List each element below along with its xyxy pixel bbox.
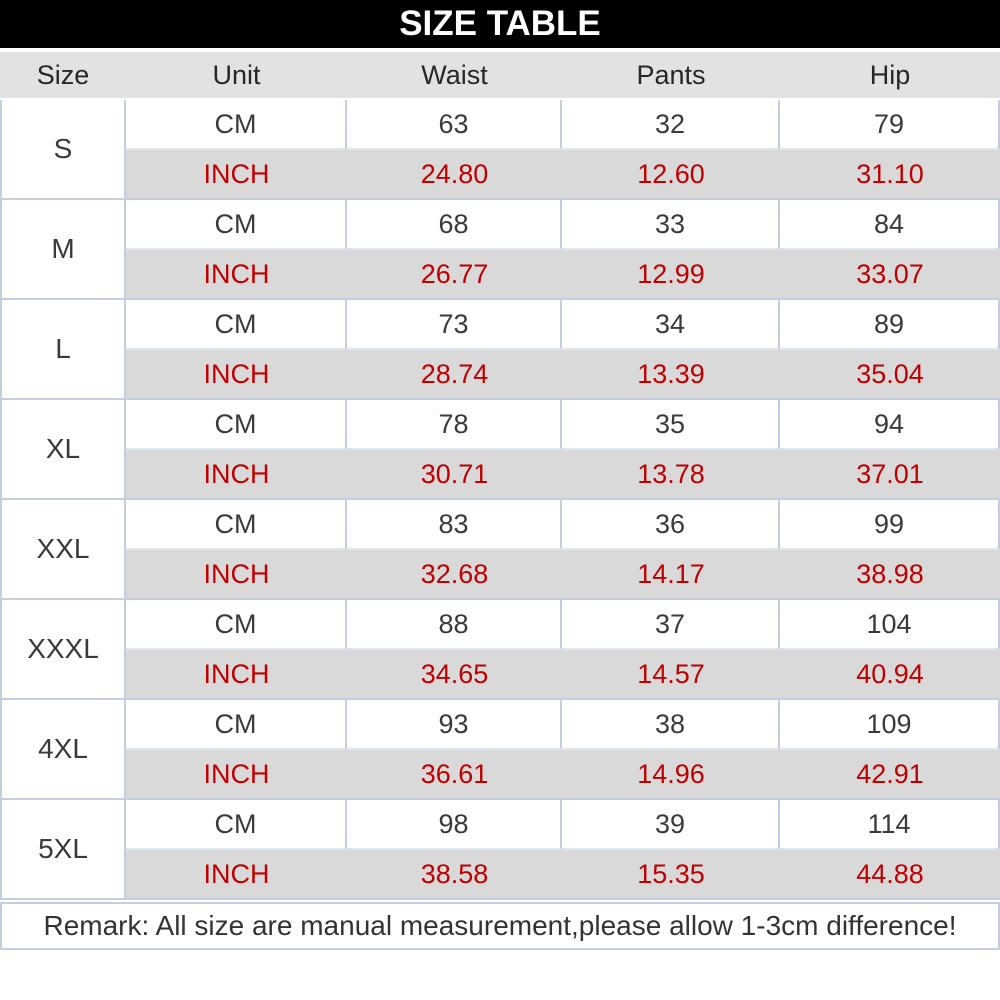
cm-hip-value: 79 — [780, 100, 1000, 150]
title-bar: SIZE TABLE — [0, 0, 1000, 48]
size-group-xl: XL CM 78 35 94 INCH 30.71 13.78 37.01 — [0, 400, 1000, 500]
cm-waist-value: 93 — [347, 700, 562, 750]
cm-pants-value: 37 — [562, 600, 780, 650]
column-header-unit: Unit — [212, 59, 261, 90]
cm-hip-value: 84 — [780, 200, 1000, 250]
cm-hip-value: 104 — [780, 600, 1000, 650]
inch-pants-value: 12.60 — [562, 150, 780, 198]
size-group-s: S CM 63 32 79 INCH 24.80 12.60 31.10 — [0, 100, 1000, 200]
inch-pants-value: 13.39 — [562, 350, 780, 398]
inch-hip-value: 42.91 — [780, 750, 1000, 798]
inch-waist-value: 34.65 — [347, 650, 562, 698]
cm-pants-value: 32 — [562, 100, 780, 150]
inch-waist-value: 38.58 — [347, 850, 562, 898]
cm-waist-value: 83 — [347, 500, 562, 550]
unit-label-inch: INCH — [126, 750, 347, 798]
inch-hip-value: 31.10 — [780, 150, 1000, 198]
unit-label-cm: CM — [126, 800, 347, 850]
column-header-row: Size Unit Waist Pants Hip — [0, 52, 1000, 98]
inch-waist-value: 32.68 — [347, 550, 562, 598]
cm-pants-value: 35 — [562, 400, 780, 450]
page-title: SIZE TABLE — [399, 4, 601, 43]
remark-bar: Remark: All size are manual measurement,… — [0, 902, 1000, 950]
inch-waist-value: 28.74 — [347, 350, 562, 398]
cm-hip-value: 94 — [780, 400, 1000, 450]
cm-pants-value: 38 — [562, 700, 780, 750]
unit-label-inch: INCH — [126, 350, 347, 398]
inch-waist-value: 30.71 — [347, 450, 562, 498]
size-label: 4XL — [0, 700, 126, 798]
inch-pants-value: 14.96 — [562, 750, 780, 798]
inch-pants-value: 13.78 — [562, 450, 780, 498]
inch-waist-value: 26.77 — [347, 250, 562, 298]
cm-hip-value: 89 — [780, 300, 1000, 350]
unit-label-cm: CM — [126, 400, 347, 450]
unit-label-inch: INCH — [126, 150, 347, 198]
unit-label-cm: CM — [126, 600, 347, 650]
size-group-4xl: 4XL CM 93 38 109 INCH 36.61 14.96 42.91 — [0, 700, 1000, 800]
cm-waist-value: 63 — [347, 100, 562, 150]
unit-label-cm: CM — [126, 200, 347, 250]
inch-hip-value: 44.88 — [780, 850, 1000, 898]
cm-waist-value: 88 — [347, 600, 562, 650]
unit-label-cm: CM — [126, 100, 347, 150]
size-label: M — [0, 200, 126, 298]
size-label: XXL — [0, 500, 126, 598]
column-header-size: Size — [36, 59, 90, 90]
remark-text: Remark: All size are manual measurement,… — [43, 910, 957, 941]
cm-pants-value: 39 — [562, 800, 780, 850]
size-group-xxl: XXL CM 83 36 99 INCH 32.68 14.17 38.98 — [0, 500, 1000, 600]
inch-pants-value: 12.99 — [562, 250, 780, 298]
cm-waist-value: 73 — [347, 300, 562, 350]
cm-waist-value: 68 — [347, 200, 562, 250]
column-header-waist: Waist — [421, 59, 488, 90]
size-label: S — [0, 100, 126, 198]
size-group-l: L CM 73 34 89 INCH 28.74 13.39 35.04 — [0, 300, 1000, 400]
cm-hip-value: 99 — [780, 500, 1000, 550]
size-group-xxxl: XXXL CM 88 37 104 INCH 34.65 14.57 40.94 — [0, 600, 1000, 700]
unit-label-cm: CM — [126, 300, 347, 350]
unit-label-inch: INCH — [126, 650, 347, 698]
unit-label-inch: INCH — [126, 850, 347, 898]
unit-label-inch: INCH — [126, 250, 347, 298]
cm-waist-value: 78 — [347, 400, 562, 450]
inch-pants-value: 15.35 — [562, 850, 780, 898]
inch-waist-value: 24.80 — [347, 150, 562, 198]
unit-label-cm: CM — [126, 700, 347, 750]
unit-label-inch: INCH — [126, 450, 347, 498]
inch-pants-value: 14.17 — [562, 550, 780, 598]
cm-hip-value: 109 — [780, 700, 1000, 750]
column-header-pants: Pants — [636, 59, 706, 90]
column-header-hip: Hip — [869, 59, 911, 90]
size-group-5xl: 5XL CM 98 39 114 INCH 38.58 15.35 44.88 — [0, 800, 1000, 900]
cm-waist-value: 98 — [347, 800, 562, 850]
cm-pants-value: 33 — [562, 200, 780, 250]
inch-hip-value: 38.98 — [780, 550, 1000, 598]
size-label: XL — [0, 400, 126, 498]
cm-pants-value: 34 — [562, 300, 780, 350]
size-group-m: M CM 68 33 84 INCH 26.77 12.99 33.07 — [0, 200, 1000, 300]
size-label: XXXL — [0, 600, 126, 698]
inch-hip-value: 33.07 — [780, 250, 1000, 298]
inch-waist-value: 36.61 — [347, 750, 562, 798]
cm-hip-value: 114 — [780, 800, 1000, 850]
inch-hip-value: 35.04 — [780, 350, 1000, 398]
inch-hip-value: 40.94 — [780, 650, 1000, 698]
inch-hip-value: 37.01 — [780, 450, 1000, 498]
unit-label-inch: INCH — [126, 550, 347, 598]
size-label: 5XL — [0, 800, 126, 898]
cm-pants-value: 36 — [562, 500, 780, 550]
size-label: L — [0, 300, 126, 398]
unit-label-cm: CM — [126, 500, 347, 550]
inch-pants-value: 14.57 — [562, 650, 780, 698]
